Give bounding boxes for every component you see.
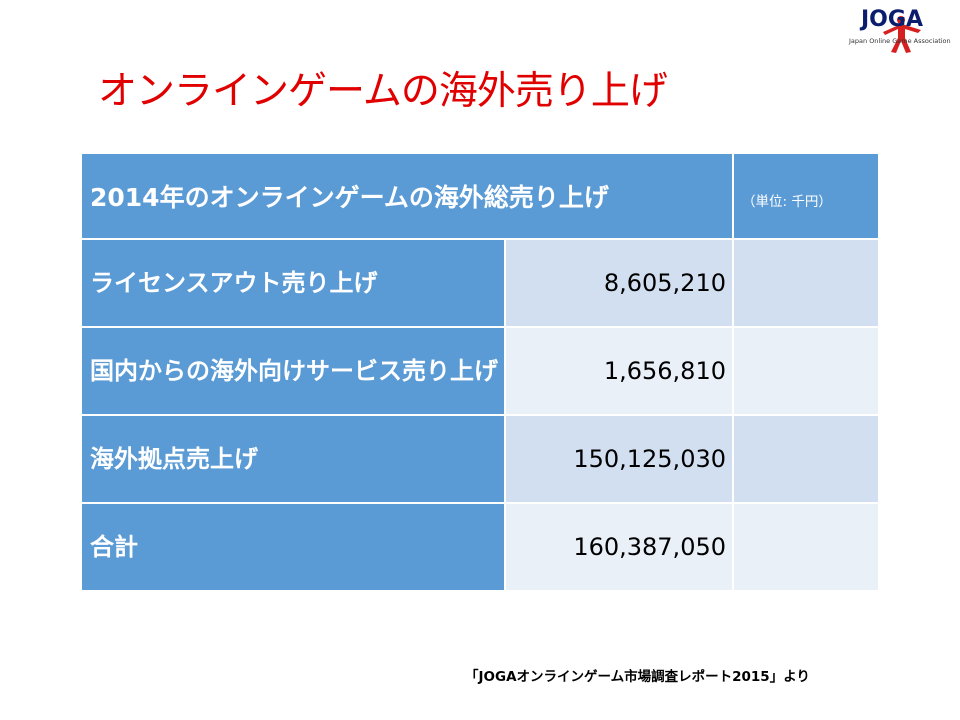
table-row: 国内からの海外向けサービス売り上げ 1,656,810 (80, 326, 880, 416)
unit-label-cell: （単位: 千円） (732, 152, 880, 240)
row-empty-cell (732, 238, 880, 328)
table-row: 海外拠点売上げ 150,125,030 (80, 414, 880, 504)
joga-logo: JOGA Japan Online Game Association (847, 7, 951, 54)
logo-subtitle: Japan Online Game Association (849, 37, 951, 45)
page-title: オンラインゲームの海外売り上げ (98, 69, 668, 114)
row-label: ライセンスアウト売り上げ (80, 238, 506, 328)
row-value: 8,605,210 (504, 238, 734, 328)
person-figure-icon (883, 16, 921, 53)
source-citation: 「JOGAオンラインゲーム市場調査レポート2015」より (465, 669, 810, 685)
row-empty-cell (732, 414, 880, 504)
row-value: 160,387,050 (504, 502, 734, 592)
row-empty-cell (732, 326, 880, 416)
logo-text: JOGA (861, 7, 923, 32)
row-empty-cell (732, 502, 880, 592)
unit-label: （単位: 千円） (742, 194, 832, 210)
table-header-row: 2014年のオンラインゲームの海外総売り上げ （単位: 千円） (80, 152, 880, 240)
row-label: 合計 (80, 502, 506, 592)
row-value: 1,656,810 (504, 326, 734, 416)
sales-table: 2014年のオンラインゲームの海外総売り上げ （単位: 千円） ライセンスアウト… (80, 152, 880, 592)
table-row: 合計 160,387,050 (80, 502, 880, 592)
table-header: 2014年のオンラインゲームの海外総売り上げ (80, 152, 734, 240)
row-label: 国内からの海外向けサービス売り上げ (80, 326, 506, 416)
row-value: 150,125,030 (504, 414, 734, 504)
row-label: 海外拠点売上げ (80, 414, 506, 504)
table-row: ライセンスアウト売り上げ 8,605,210 (80, 238, 880, 328)
